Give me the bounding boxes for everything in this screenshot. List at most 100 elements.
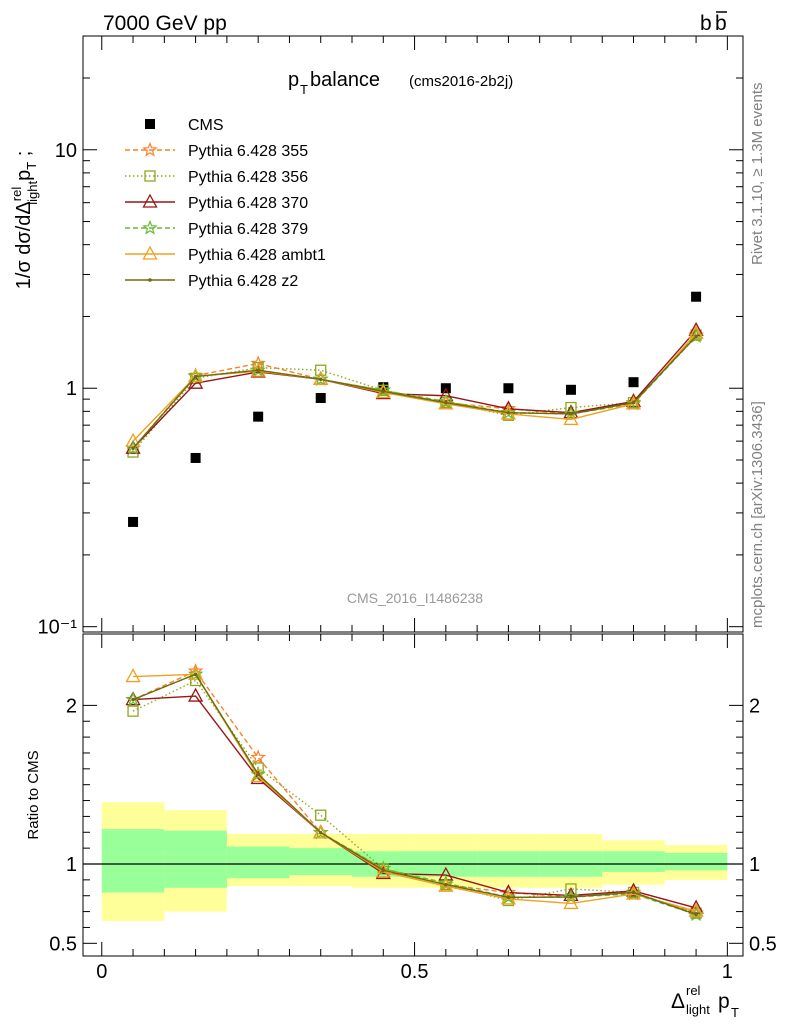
header-left: 7000 GeV pp (103, 12, 227, 35)
plot-title-sub: T (300, 82, 308, 97)
ratio-point-pythia-6-428-z2 (506, 895, 511, 900)
ratio-line-pythia-6-428-355 (132, 670, 697, 914)
ratio-band-green (101, 829, 165, 893)
header-right: b b (700, 11, 727, 35)
main-ytick-label: 10 (55, 140, 77, 162)
plot-title-small: (cms2016-2b2j) (409, 73, 513, 90)
xlabel-delta: Δ (671, 990, 685, 1013)
legend-marker-pythia-6-428-z2 (148, 278, 152, 282)
watermark: CMS_2016_I1486238 (347, 590, 483, 606)
point-cms (253, 411, 264, 422)
main-plot-frame (82, 35, 744, 633)
point-pythia-6-428-z2 (318, 377, 323, 382)
legend-marker-pythia-6-428-370 (142, 193, 158, 208)
point-pythia-6-428-z2 (694, 334, 698, 339)
legend-marker-pythia-6-428-356 (144, 170, 156, 182)
main-plot: 10⁻¹ 1 10 CMS Pythia 6.428 355 Pythia 6.428 … (38, 35, 744, 639)
xtick-label: 1 (722, 961, 733, 983)
ratio-point-pythia-6-428-ambt1 (313, 824, 329, 839)
point-pythia-6-428-379 (312, 371, 329, 386)
ratio-band-green (226, 846, 290, 879)
point-cms (315, 392, 326, 403)
point-pythia-6-428-370 (438, 387, 454, 402)
ratio-point-pythia-6-428-379 (500, 889, 517, 904)
mcplots-label: mcplots.cern.ch [arXiv:1306.3436] (749, 401, 766, 628)
plot-title-p: p (288, 69, 299, 91)
main-plot-ticks: 10⁻¹ 1 10 (38, 35, 743, 639)
ratio-ytick-label-left: 0.5 (49, 933, 77, 955)
header-right-bbar: b (715, 12, 727, 35)
ratio-plot: 0.5 0.5 1 1 2 2 0 0.5 1 (49, 36, 777, 983)
series-line-pythia-6-428-355 (132, 334, 697, 449)
main-ytick-label: 1 (66, 378, 77, 400)
xlabel-sub: light (686, 1002, 710, 1017)
plot-title-rest: balance (310, 69, 380, 91)
point-pythia-6-428-z2 (131, 446, 135, 451)
ratio-point-pythia-6-428-z2 (694, 912, 698, 917)
ratio-ytick-label-left: 1 (66, 854, 77, 876)
legend-label-pythia-6-428-z2: Pythia 6.428 z2 (188, 273, 298, 290)
ratio-plot-frame (82, 633, 744, 957)
ratio-point-pythia-6-428-356 (565, 883, 577, 895)
ratio-ytick-label-right: 2 (749, 695, 760, 717)
ratio-band-green (602, 851, 665, 872)
ratio-point-pythia-6-428-z2 (318, 830, 323, 835)
ratio-line-pythia-6-428-370 (133, 695, 697, 909)
legend-label-pythia-6-428-ambt1: Pythia 6.428 ambt1 (188, 247, 326, 264)
xtick-label: 0.5 (401, 961, 429, 983)
ratio-point-pythia-6-428-z2 (256, 772, 260, 777)
ratio-point-pythia-6-428-z2 (569, 895, 573, 899)
ratio-point-pythia-6-428-ambt1 (188, 665, 204, 680)
ratio-point-pythia-6-428-379 (187, 666, 204, 681)
ratio-point-pythia-6-428-370 (625, 882, 642, 897)
ratio-point-pythia-6-428-356 (315, 809, 327, 821)
point-pythia-6-428-356 (315, 364, 327, 376)
main-plot-content (125, 291, 704, 527)
point-pythia-6-428-z2 (444, 400, 448, 405)
legend-marker-pythia-6-428-355 (142, 141, 158, 157)
xlabel: Δ rel light p T (671, 983, 739, 1020)
point-pythia-6-428-z2 (381, 389, 386, 394)
ratio-ylabel: Ratio to CMS (25, 750, 42, 839)
ratio-point-pythia-6-428-z2 (444, 882, 448, 887)
point-pythia-6-428-379 (187, 368, 204, 384)
legend-label-pythia-6-428-379: Pythia 6.428 379 (188, 221, 308, 238)
series-line-pythia-6-428-379 (132, 335, 697, 449)
xlabel-p-sub: T (731, 1005, 739, 1020)
point-pythia-6-428-379 (625, 395, 642, 411)
ratio-line-pythia-6-428-z2 (132, 673, 697, 916)
ratio-point-pythia-6-428-z2 (381, 868, 386, 873)
legend-label-pythia-6-428-356: Pythia 6.428 356 (188, 169, 308, 186)
point-pythia-6-428-370 (125, 439, 141, 454)
ratio-ytick-label-right: 0.5 (749, 933, 777, 955)
ratio-point-pythia-6-428-z2 (193, 672, 198, 677)
plot-title: p T balance (cms2016-2b2j) (288, 69, 513, 97)
legend-label-cms: CMS (188, 117, 224, 134)
ratio-point-pythia-6-428-379 (312, 824, 329, 840)
main-ylabel-text: 1/σ dσ/dΔrellightpT ; (9, 151, 40, 290)
point-pythia-6-428-z2 (193, 374, 198, 379)
ratio-point-pythia-6-428-355 (250, 749, 266, 765)
point-pythia-6-428-z2 (631, 400, 636, 405)
ratio-point-pythia-6-428-356 (127, 705, 139, 717)
point-pythia-6-428-z2 (506, 410, 511, 415)
ratio-band-green (289, 848, 353, 876)
point-pythia-6-428-ambt1 (688, 324, 704, 339)
point-cms (128, 516, 139, 527)
point-pythia-6-428-ambt1 (563, 411, 579, 426)
ratio-point-pythia-6-428-ambt1 (563, 895, 579, 910)
series-line-pythia-6-428-356 (132, 334, 697, 453)
ratio-point-pythia-6-428-379 (563, 888, 579, 904)
point-pythia-6-428-370 (188, 374, 204, 389)
legend-marker-pythia-6-428-379 (142, 219, 158, 235)
point-pythia-6-428-z2 (569, 412, 573, 416)
legend: CMS Pythia 6.428 355 Pythia 6.428 356 Pythi… (125, 117, 326, 290)
ratio-plot-ticks: 0.5 0.5 1 1 2 2 0 0.5 1 (49, 36, 777, 983)
series-line-pythia-6-428-370 (132, 329, 697, 449)
point-pythia-6-428-379 (563, 405, 579, 421)
series-line-pythia-6-428-ambt1 (132, 332, 697, 442)
ratio-ytick-label-left: 2 (66, 695, 77, 717)
xlabel-sup: rel (686, 983, 701, 998)
header-right-b: b (700, 12, 712, 35)
